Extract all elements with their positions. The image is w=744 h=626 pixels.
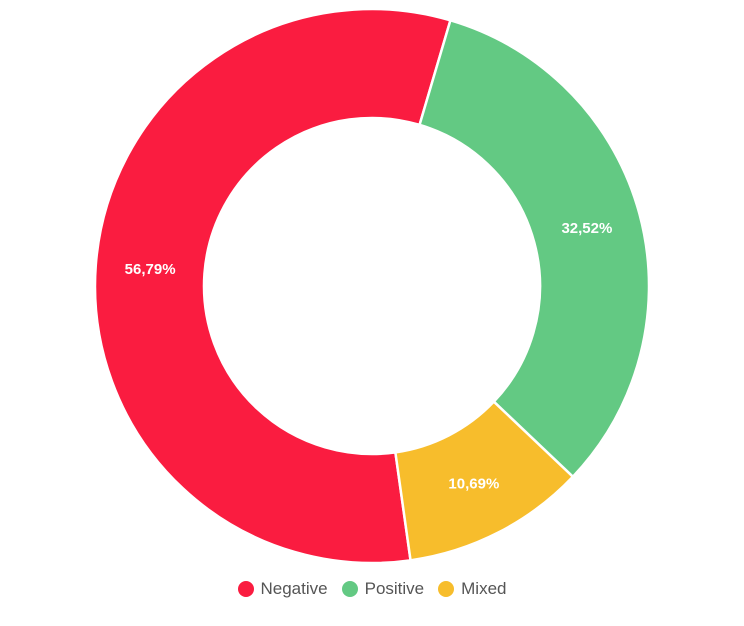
legend-item-mixed[interactable]: Mixed bbox=[438, 579, 507, 599]
slice-label-positive: 32,52% bbox=[561, 220, 612, 237]
slice-label-mixed: 10,69% bbox=[448, 475, 499, 492]
legend-swatch-negative bbox=[237, 581, 254, 597]
donut-chart: 56,79% 32,52% 10,69% bbox=[93, 7, 651, 565]
donut-slices bbox=[93, 7, 651, 565]
slice-negative[interactable] bbox=[93, 7, 452, 565]
legend: Negative Positive Mixed bbox=[0, 575, 744, 603]
slice-labels: 56,79% 32,52% 10,69% bbox=[125, 220, 613, 492]
legend-item-positive[interactable]: Positive bbox=[341, 579, 425, 599]
legend-label-mixed: Mixed bbox=[461, 579, 507, 598]
legend-swatch-positive bbox=[341, 581, 358, 597]
legend-item-negative[interactable]: Negative bbox=[237, 579, 328, 599]
slice-label-negative: 56,79% bbox=[125, 261, 176, 278]
legend-swatch-mixed bbox=[438, 581, 455, 597]
legend-label-positive: Positive bbox=[364, 579, 425, 598]
slice-positive[interactable] bbox=[418, 18, 651, 479]
slice-mixed[interactable] bbox=[393, 399, 575, 562]
legend-label-negative: Negative bbox=[260, 579, 328, 598]
